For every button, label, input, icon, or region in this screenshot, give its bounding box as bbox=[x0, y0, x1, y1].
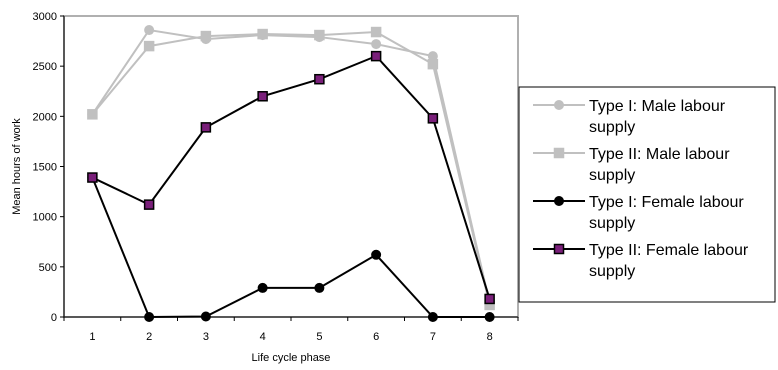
series-4 bbox=[87, 50, 495, 305]
data-point bbox=[314, 282, 325, 293]
data-point bbox=[257, 28, 268, 40]
x-tick-label: 1 bbox=[89, 331, 95, 343]
legend-label: supply bbox=[589, 167, 635, 184]
x-tick-label: 8 bbox=[487, 331, 493, 343]
data-point bbox=[144, 312, 155, 322]
legend-label: supply bbox=[589, 215, 635, 232]
data-point bbox=[200, 30, 212, 42]
series-line bbox=[91, 177, 490, 319]
data-point bbox=[200, 311, 211, 322]
y-tick-label: 500 bbox=[39, 262, 57, 274]
data-point bbox=[370, 50, 382, 62]
y-tick-label: 3000 bbox=[33, 11, 57, 23]
data-point bbox=[87, 172, 98, 183]
y-tick-label: 2000 bbox=[33, 111, 57, 123]
series-layer bbox=[87, 25, 495, 322]
data-point bbox=[371, 39, 382, 50]
series-line bbox=[91, 54, 491, 300]
x-tick-label: 2 bbox=[146, 331, 152, 343]
data-point bbox=[314, 29, 325, 41]
data-point bbox=[370, 26, 382, 38]
y-tick-label: 1000 bbox=[33, 212, 57, 224]
data-point bbox=[314, 73, 325, 85]
data-point bbox=[143, 199, 155, 210]
data-point bbox=[427, 58, 439, 70]
legend-marker bbox=[554, 100, 564, 110]
legend-entry: Type I: Female labour supply bbox=[533, 194, 744, 232]
data-point bbox=[484, 312, 495, 322]
y-axis-title: Mean hours of work bbox=[11, 118, 23, 215]
data-point bbox=[200, 122, 212, 133]
legend-entry: Type I: Male labour supply bbox=[533, 98, 726, 136]
plot-area bbox=[63, 15, 519, 318]
x-tick-label: 7 bbox=[430, 331, 436, 343]
data-point bbox=[371, 249, 382, 260]
y-tick-label: 1500 bbox=[33, 162, 57, 174]
x-tick-label: 4 bbox=[260, 331, 266, 343]
legend-label: supply bbox=[589, 119, 635, 136]
legend-entry: Type II: Female labour supply bbox=[533, 242, 749, 280]
legend-label: Type I: Male labour bbox=[589, 98, 726, 115]
data-point bbox=[484, 293, 495, 305]
series-3 bbox=[87, 172, 495, 322]
data-point bbox=[257, 91, 268, 102]
series-line bbox=[91, 28, 491, 304]
plot-border bbox=[63, 15, 519, 318]
legend-box bbox=[518, 86, 776, 303]
axes: 0 500 1000 1500 2000 2500 3000 1 2 3 4 5 6 7 8 bbox=[33, 11, 519, 343]
y-tick-label: 2500 bbox=[33, 61, 57, 73]
data-point bbox=[87, 109, 98, 120]
series-2 bbox=[87, 26, 495, 311]
legend-label: Type I: Female labour bbox=[589, 194, 744, 211]
legend-label: supply bbox=[589, 263, 635, 280]
legend-entry: Type II: Male labour supply bbox=[533, 146, 730, 184]
data-point bbox=[427, 113, 439, 124]
x-tick-label: 3 bbox=[203, 331, 209, 343]
legend-label: Type II: Male labour bbox=[589, 146, 730, 163]
data-point bbox=[143, 40, 155, 52]
x-tick-label: 6 bbox=[373, 331, 379, 343]
y-tick-label: 0 bbox=[51, 312, 57, 324]
data-point bbox=[257, 282, 268, 293]
x-tick-label: 5 bbox=[316, 331, 322, 343]
legend-marker bbox=[554, 196, 564, 206]
legend-marker bbox=[553, 147, 565, 159]
legend-marker bbox=[553, 243, 565, 255]
x-axis-title: Life cycle phase bbox=[252, 352, 331, 364]
legend-label: Type II: Female labour bbox=[589, 242, 749, 259]
series-line bbox=[91, 31, 491, 306]
data-point bbox=[144, 25, 155, 36]
data-point bbox=[427, 312, 438, 322]
